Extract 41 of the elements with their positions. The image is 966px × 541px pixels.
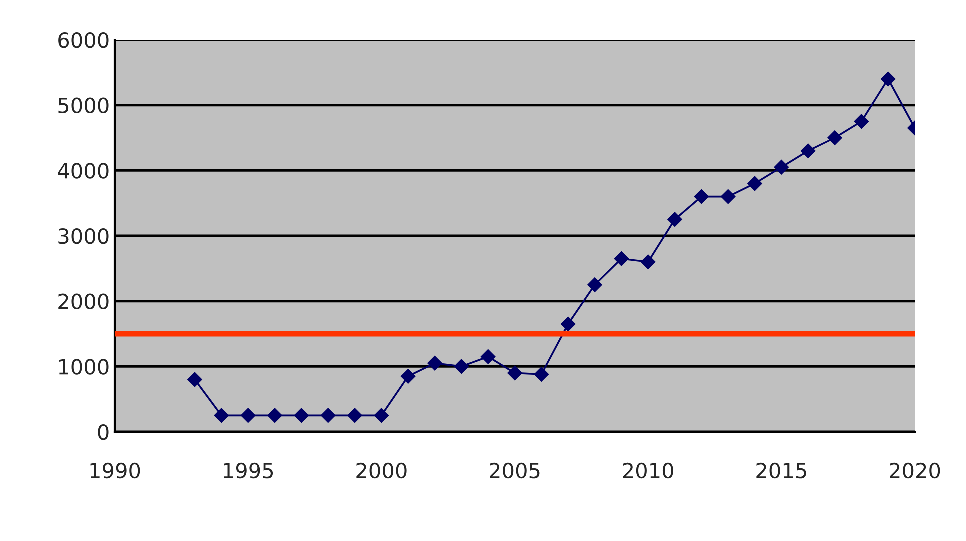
point [188, 372, 202, 388]
point [214, 408, 230, 424]
point [454, 359, 470, 374]
point [400, 369, 416, 384]
x-tick-label: 2015 [756, 462, 806, 479]
point [640, 254, 656, 270]
point [720, 189, 736, 204]
x-tick-label: 1995 [224, 462, 274, 479]
point [774, 160, 790, 175]
point [588, 278, 602, 292]
point [828, 130, 842, 146]
point [294, 408, 310, 424]
point [614, 251, 630, 266]
y-tick-label: 1000 [59, 359, 109, 375]
point [374, 408, 390, 424]
point [560, 316, 576, 332]
point [694, 189, 710, 204]
x-tick-label: 1990 [90, 462, 140, 479]
x-tick-label: 2020 [890, 462, 940, 479]
point [508, 366, 522, 381]
point [348, 408, 362, 424]
point [534, 367, 550, 382]
y-tick-label: 0 [98, 424, 109, 440]
point [240, 408, 256, 424]
y-tick-label: 5000 [58, 98, 109, 114]
point [800, 144, 816, 158]
y-tick-label: 2000 [58, 294, 109, 310]
x-tick-label: 2000 [356, 462, 407, 479]
point [880, 72, 896, 87]
point [320, 408, 336, 424]
y-tick-label: 4000 [58, 163, 109, 179]
point [668, 212, 682, 228]
x-tick-label: 2005 [490, 462, 540, 479]
y-tick-label: 3000 [58, 228, 109, 244]
point [748, 176, 762, 192]
point [480, 349, 496, 364]
point [428, 356, 442, 371]
x-tick-label: 2010 [623, 462, 674, 479]
point [268, 408, 282, 424]
point [854, 114, 870, 130]
y-tick-label: 6000 [58, 32, 109, 48]
